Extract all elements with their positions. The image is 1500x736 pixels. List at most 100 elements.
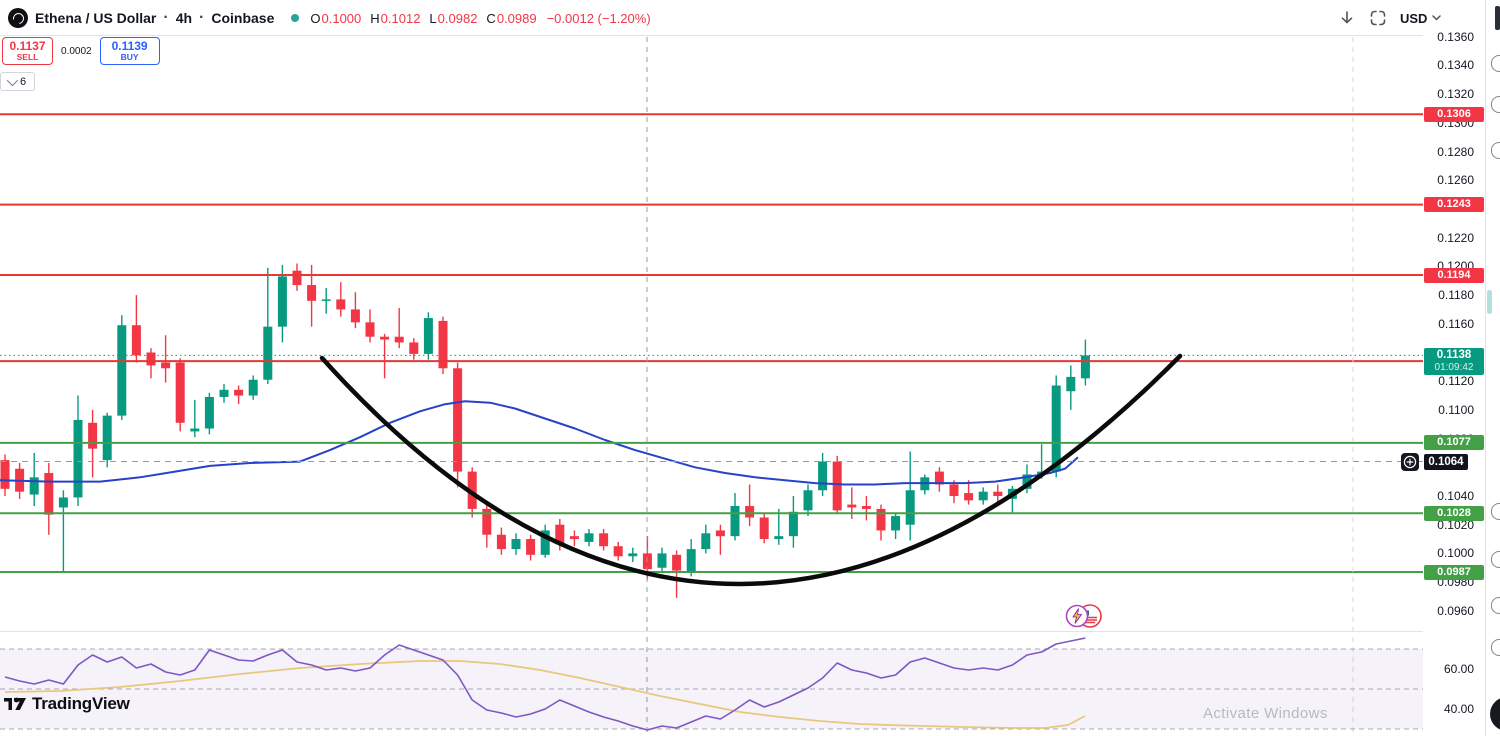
buy-label: BUY [120,51,139,62]
sell-price: 0.1137 [9,39,46,54]
symbol-title[interactable]: Ethena / US Dollar [35,10,157,26]
cup-pattern-drawing[interactable] [319,353,1183,587]
event-icons[interactable] [1065,603,1105,629]
candle-body [29,477,39,495]
candle-body [380,336,390,340]
candle-body [321,299,331,301]
price-tick: 0.0960 [1437,603,1474,618]
level-price-label: 0.1077 [1424,435,1484,451]
candle-body [788,511,798,537]
level-price-label: 0.1028 [1424,505,1484,521]
candle-body [350,309,360,323]
candle-body [949,484,959,496]
price-tick: 0.1360 [1437,29,1474,44]
price-tick: 0.1000 [1437,546,1474,561]
currency-dropdown[interactable]: USD [1400,10,1442,26]
candle-body [803,490,813,511]
candle-body [876,508,886,531]
rsi-tick: 60.00 [1443,662,1474,676]
level-lines [0,113,1423,574]
sell-button[interactable]: 0.1137 SELL [2,37,53,65]
level-price-label: 0.1194 [1424,267,1484,283]
candle-body [613,546,623,557]
candle-body [204,396,214,429]
top-toolbar [0,0,1423,36]
candle-body [234,389,244,396]
candle-body [540,530,550,555]
candle-body [555,524,565,544]
symbol-logo-icon [8,8,28,28]
candle-body [1066,376,1076,392]
candle-body [175,362,185,423]
candle-body [847,504,857,508]
object-tree-collapse-chip[interactable]: 6 [0,72,36,91]
candle-body [964,493,974,501]
candle-body [496,534,506,550]
candle-body [599,533,609,547]
tradingview-logo[interactable]: TradingView [3,694,130,714]
candle-body [102,415,112,461]
candle-body [394,336,404,343]
floating-action-button[interactable] [1490,697,1500,731]
price-tick: 0.1220 [1437,230,1474,245]
candle-body [219,389,229,397]
level-price-label: 0.1306 [1424,106,1484,122]
rsi-line [4,637,1086,731]
ideas-icon-fragment [1491,551,1500,568]
candle-body [978,491,988,501]
candle-body [628,553,638,557]
candle-body [365,322,375,337]
candle-body [44,473,54,515]
candle-body [715,530,725,537]
candle-body [482,508,492,535]
candle-body [277,276,287,327]
price-tick: 0.1120 [1438,374,1474,389]
candle-body [818,461,828,491]
current-price-value: 0.1138 [1436,349,1472,362]
candle-body [73,419,83,498]
toolbar-right: USD [1338,0,1442,36]
high-value: 0.1012 [380,10,421,26]
panel-icon-fragment [1495,6,1500,30]
current-price-label: 0.1138 01:09:42 [1424,348,1484,376]
chart-plot [0,37,1423,736]
buy-price: 0.1139 [111,39,148,54]
right-toolbar-strip[interactable] [1485,0,1500,736]
candle-body [58,497,68,508]
spread-value: 0.0002 [61,45,92,57]
candle-body [526,539,536,555]
low-key: L [429,10,437,26]
candles [0,263,1090,598]
price-tick: 0.1040 [1437,488,1474,503]
chevron-down-icon [6,74,19,86]
interval-button[interactable]: 4h [175,10,193,26]
separator: · [163,9,169,26]
buy-button[interactable]: 0.1139 BUY [99,37,160,65]
candle-body [511,539,521,550]
candle-body [701,533,711,550]
currency-label: USD [1400,10,1428,26]
candle-body [774,536,784,540]
separator: · [199,9,205,26]
candle-body [745,506,755,518]
price-tick: 0.1280 [1437,144,1474,159]
close-key: C [486,10,496,26]
add-order-plus-button[interactable] [1401,452,1419,471]
candle-body [686,549,696,573]
price-tick: 0.1320 [1437,87,1474,102]
candle-body [584,533,594,542]
rsi-tick: 40.00 [1443,702,1474,716]
price-tick: 0.1260 [1437,173,1474,188]
candle-body [1022,474,1032,489]
price-tick: 0.1340 [1437,58,1474,73]
level-price-label: 0.1243 [1424,197,1484,213]
drawings-count: 6 [20,75,27,88]
lightning-event-icon [1065,604,1089,628]
scroll-to-recent-icon[interactable] [1338,9,1356,27]
price-axis[interactable]: 0.1360 0.1340 0.1320 0.1300 0.1280 0.1260 0.12… [1424,30,1485,736]
rsi-ma-line [4,660,1086,729]
price-tick: 0.1020 [1437,517,1474,532]
candle-body [307,285,317,301]
maximize-pane-icon[interactable] [1369,9,1387,27]
